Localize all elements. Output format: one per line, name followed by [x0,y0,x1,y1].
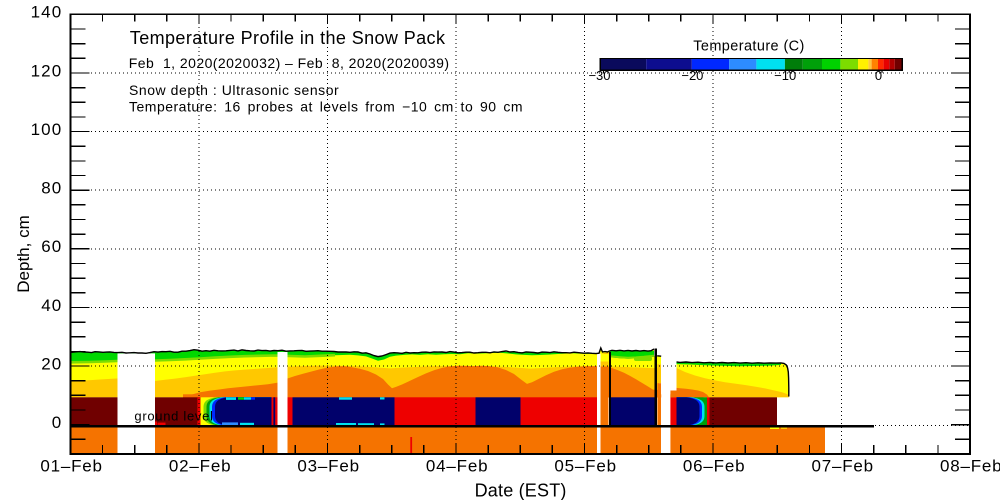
svg-text:20: 20 [41,354,62,373]
svg-text:Temperature: 16 probes at leve: Temperature: 16 probes at levels from −1… [129,99,523,115]
svg-text:06–Feb: 06–Feb [683,456,745,475]
svg-text:0: 0 [875,68,882,83]
svg-text:100: 100 [31,120,63,139]
svg-text:05–Feb: 05–Feb [554,456,616,475]
svg-text:Temperature (C): Temperature (C) [693,39,805,55]
svg-text:Date (EST): Date (EST) [475,480,567,500]
svg-text:Temperature Profile in the Sno: Temperature Profile in the Snow Pack [130,28,446,48]
svg-text:−20: −20 [681,68,703,83]
svg-text:ground level: ground level [134,408,213,423]
svg-text:60: 60 [41,237,62,256]
svg-text:80: 80 [41,179,62,198]
svg-text:40: 40 [41,296,62,315]
svg-text:02–Feb: 02–Feb [169,456,231,475]
svg-text:08–Feb: 08–Feb [940,456,1000,475]
svg-text:07–Feb: 07–Feb [811,456,873,475]
svg-text:140: 140 [31,3,63,22]
svg-text:−10: −10 [774,68,796,83]
svg-text:01–Feb: 01–Feb [40,456,102,475]
svg-text:−30: −30 [588,68,610,83]
svg-text:Snow depth : Ultrasonic sensor: Snow depth : Ultrasonic sensor [129,82,339,98]
svg-text:Feb 1, 2020(2020032) – Feb 8: Feb 1, 2020(2020032) – Feb 8, 2020(20200… [129,55,450,71]
svg-text:0: 0 [52,413,63,432]
svg-text:03–Feb: 03–Feb [297,456,359,475]
svg-text:120: 120 [31,61,63,80]
svg-text:Depth, cm: Depth, cm [14,215,33,292]
svg-text:04–Feb: 04–Feb [426,456,488,475]
